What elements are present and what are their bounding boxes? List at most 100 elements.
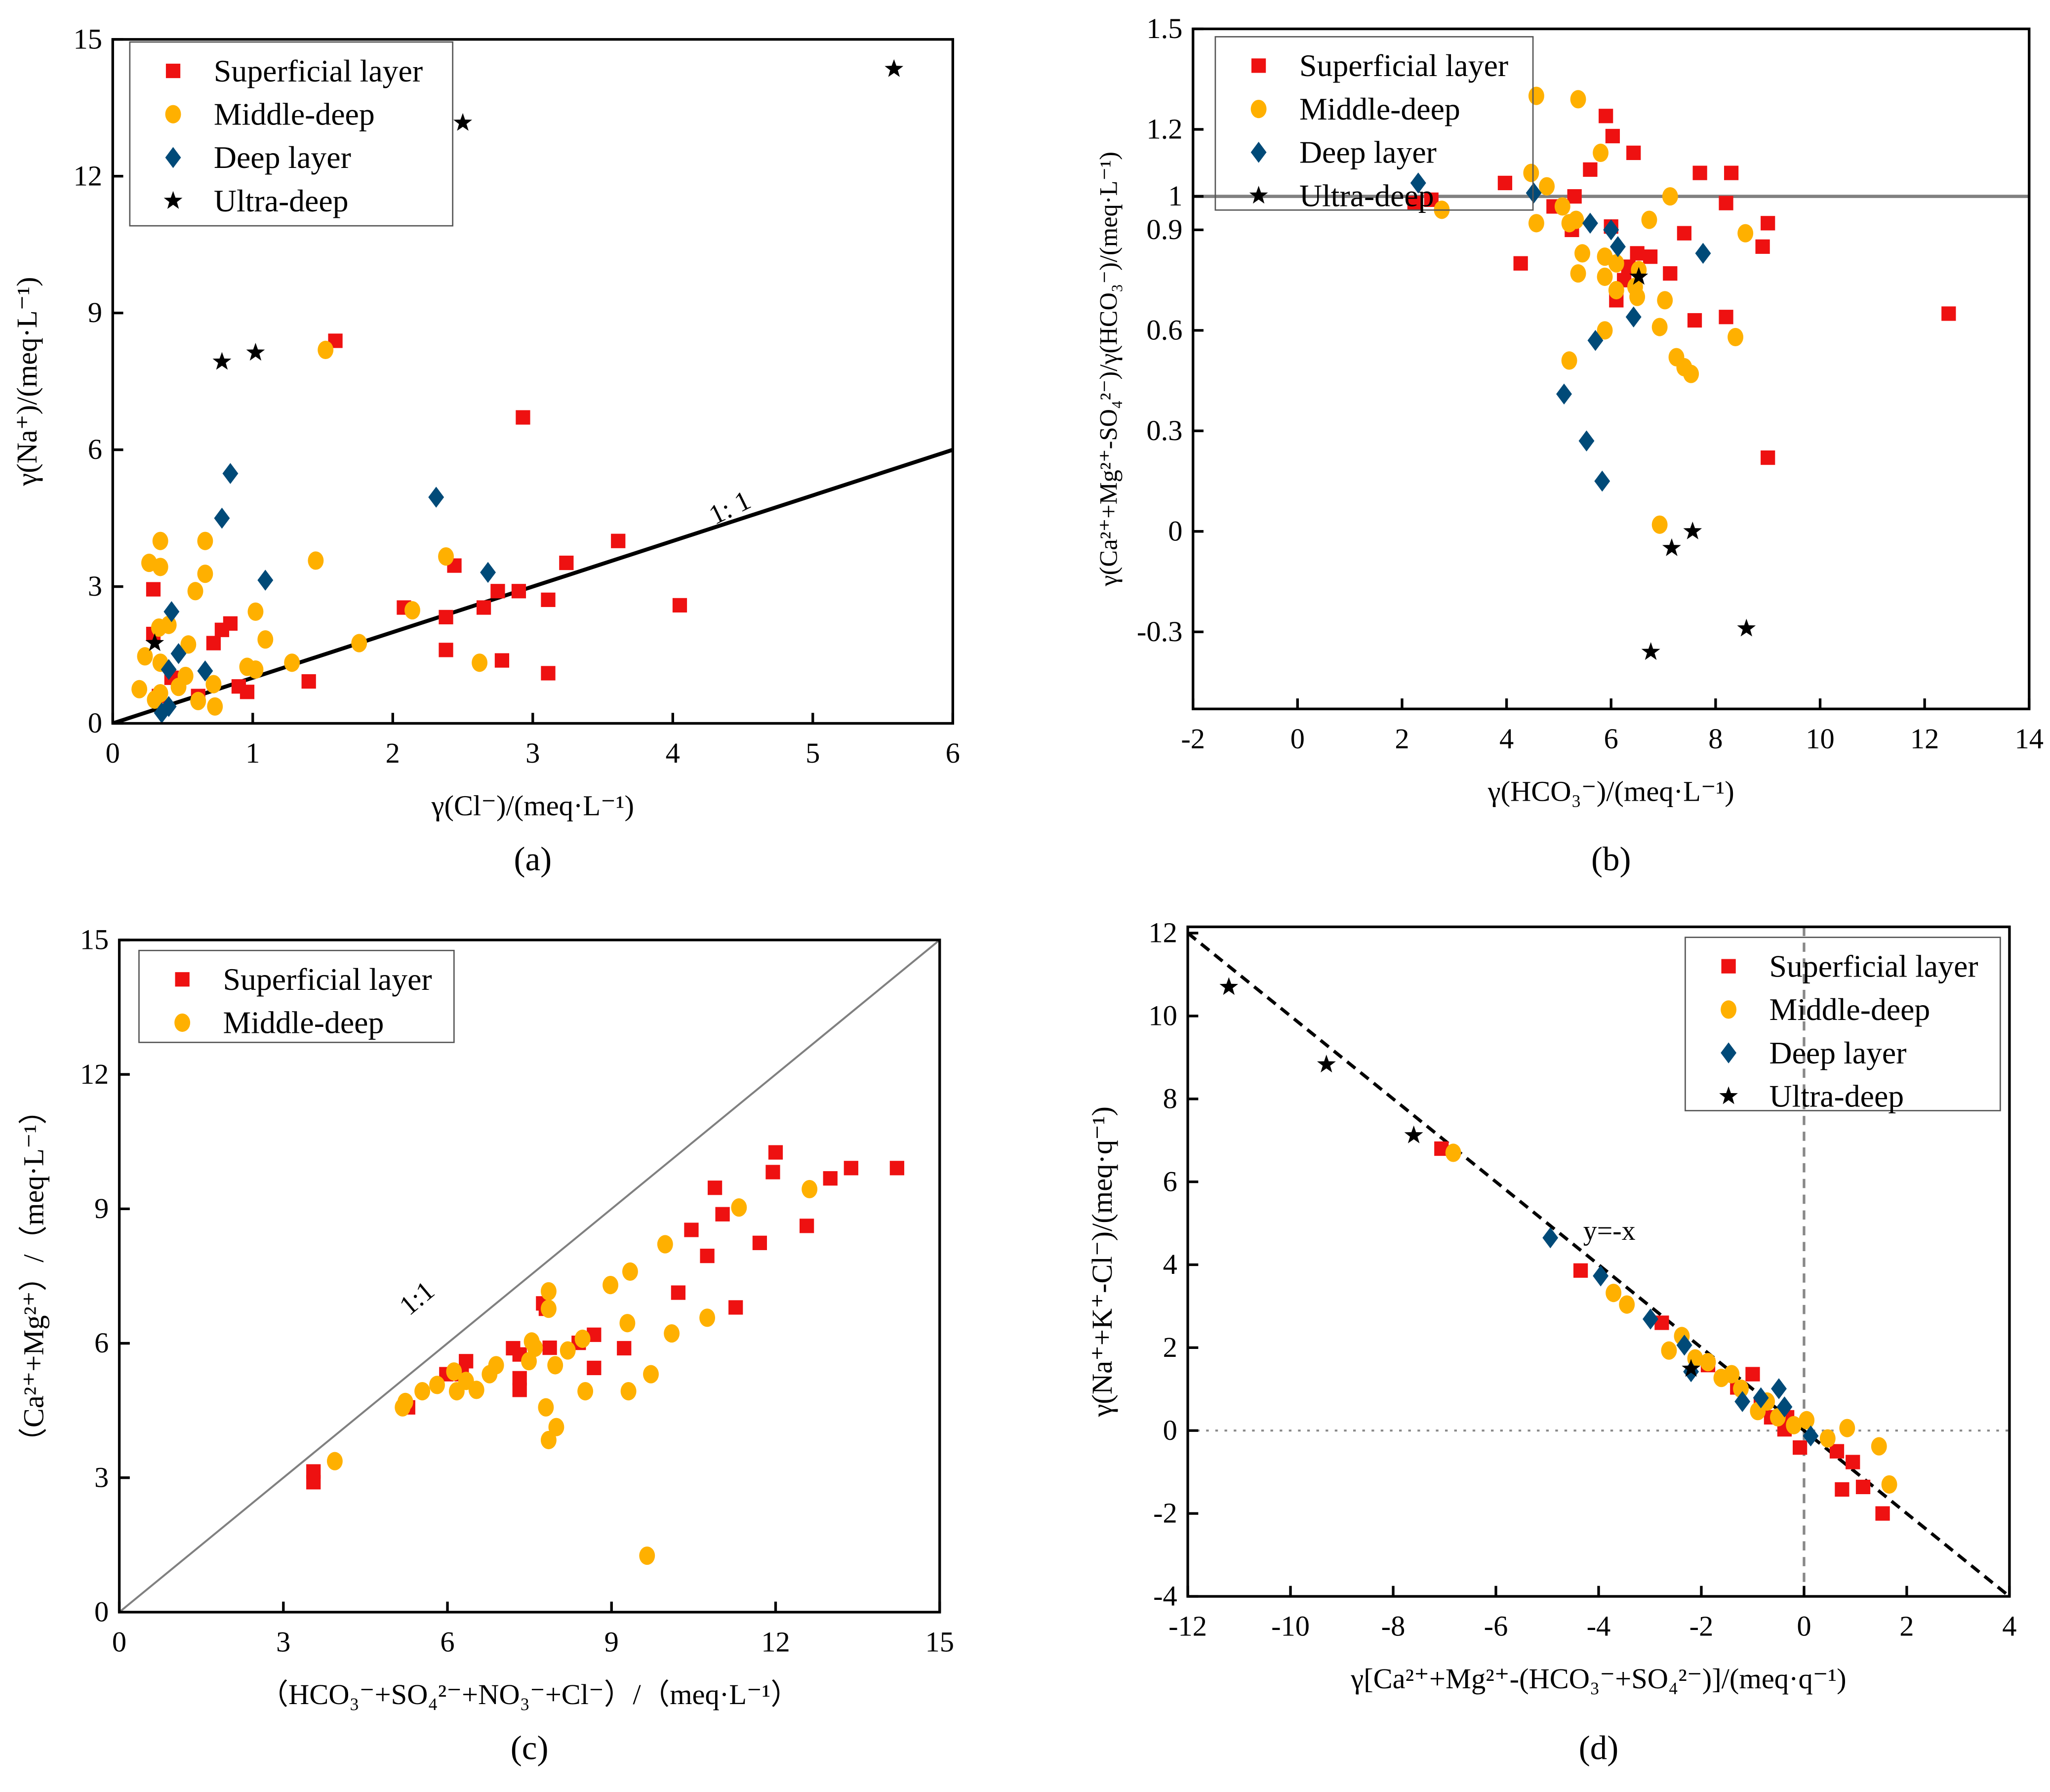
data-point-circle bbox=[1819, 1429, 1836, 1448]
x-tick-label: 15 bbox=[925, 1626, 954, 1658]
legend-label: Superficial layer bbox=[1769, 948, 1978, 983]
data-point-circle bbox=[540, 1430, 557, 1450]
data-point-diamond bbox=[197, 660, 213, 682]
data-point-square bbox=[1605, 128, 1620, 144]
y-tick-label: 3 bbox=[94, 1461, 109, 1493]
data-point-diamond bbox=[1676, 1335, 1692, 1356]
data-point-square bbox=[231, 679, 246, 694]
series-star bbox=[1219, 977, 1701, 1377]
data-point-circle bbox=[205, 675, 222, 693]
legend-label: Superficial layer bbox=[1299, 48, 1508, 83]
x-tick-label: -6 bbox=[1484, 1610, 1508, 1642]
data-point-square bbox=[306, 1475, 321, 1490]
data-point-diamond bbox=[1695, 243, 1711, 264]
y-tick-label: -4 bbox=[1153, 1580, 1177, 1612]
data-point-star bbox=[1737, 618, 1756, 637]
x-tick-label: 8 bbox=[1708, 723, 1723, 755]
data-point-circle bbox=[137, 647, 153, 666]
data-point-circle bbox=[547, 1356, 563, 1375]
data-point-square bbox=[1829, 1444, 1845, 1459]
legend-marker-star bbox=[1249, 186, 1268, 204]
data-point-diamond bbox=[1578, 430, 1595, 451]
data-point-circle bbox=[187, 582, 203, 601]
data-point-square bbox=[214, 622, 230, 637]
data-point-square bbox=[1643, 249, 1658, 264]
y-tick-label: 0.6 bbox=[1146, 314, 1182, 346]
data-point-square bbox=[1687, 313, 1702, 328]
data-point-circle bbox=[622, 1262, 638, 1281]
data-point-circle bbox=[1539, 177, 1555, 196]
x-tick-label: 12 bbox=[761, 1626, 790, 1658]
x-tick-label: 5 bbox=[805, 737, 820, 769]
x-axis-label: γ(HCO₃⁻)/(meq·L⁻¹) bbox=[1487, 775, 1734, 807]
legend-label: Deep layer bbox=[214, 140, 351, 175]
legend-label: Middle-deep bbox=[223, 1005, 384, 1040]
y-tick-label: 1 bbox=[1168, 180, 1182, 212]
data-point-circle bbox=[351, 634, 367, 652]
y-tick-label: 1.2 bbox=[1146, 113, 1182, 145]
legend-label: Ultra-deep bbox=[214, 183, 349, 218]
legend-marker-circle bbox=[165, 105, 181, 123]
data-point-circle bbox=[1657, 291, 1673, 310]
legend-label: Superficial layer bbox=[214, 53, 423, 88]
data-point-circle bbox=[657, 1235, 673, 1254]
legend: Superficial layer Middle-deep Deep layer Ul… bbox=[1685, 937, 2001, 1114]
data-point-square bbox=[684, 1222, 699, 1237]
y-tick-label: 0 bbox=[94, 1595, 109, 1628]
data-point-circle bbox=[1570, 90, 1586, 109]
legend-box bbox=[138, 949, 455, 1043]
y-tick-label: -2 bbox=[1153, 1497, 1177, 1529]
series-diamond bbox=[1542, 1227, 1819, 1447]
data-point-square bbox=[559, 555, 574, 570]
y-tick-label: 0.9 bbox=[1146, 213, 1182, 245]
data-point-square bbox=[611, 533, 626, 548]
data-point-square bbox=[1692, 165, 1707, 180]
data-point-circle bbox=[429, 1376, 445, 1394]
data-point-circle bbox=[308, 551, 324, 570]
data-point-square bbox=[146, 582, 161, 597]
data-point-circle bbox=[1881, 1475, 1897, 1494]
data-point-square bbox=[1719, 310, 1733, 325]
series-square bbox=[1407, 109, 1956, 465]
data-point-circle bbox=[247, 602, 264, 621]
data-point-circle bbox=[1574, 244, 1590, 263]
x-tick-label: 6 bbox=[946, 737, 960, 769]
series-circle bbox=[326, 1180, 818, 1565]
data-point-square bbox=[206, 636, 221, 651]
data-point-square bbox=[494, 653, 510, 668]
data-point-diamond bbox=[1776, 1396, 1793, 1418]
data-point-circle bbox=[574, 1329, 591, 1348]
panel-c: 1:1 0 3 6 9 12 15 0 3 6 9 12 15 （HCO₃⁻+SO₄²⁻+NO₃⁻+Cl⁻… bbox=[17, 924, 954, 1767]
y-tick-label: 6 bbox=[1163, 1165, 1177, 1197]
y-tick-label: 8 bbox=[1163, 1082, 1177, 1114]
series-square bbox=[306, 1145, 904, 1490]
data-point-circle bbox=[1528, 86, 1544, 105]
legend-marker-circle bbox=[1250, 99, 1267, 119]
data-point-circle bbox=[548, 1418, 564, 1436]
x-tick-label: 9 bbox=[604, 1626, 619, 1658]
data-point-circle bbox=[180, 635, 197, 654]
data-point-diamond bbox=[1594, 470, 1610, 492]
data-point-star bbox=[145, 633, 164, 652]
data-point-square bbox=[1846, 1455, 1860, 1469]
data-point-square bbox=[1626, 145, 1641, 161]
y-tick-label: 12 bbox=[1148, 917, 1177, 949]
data-point-diamond bbox=[222, 463, 239, 484]
data-point-circle bbox=[1839, 1419, 1855, 1437]
data-point-circle bbox=[1561, 351, 1577, 370]
data-point-square bbox=[541, 666, 556, 681]
data-point-circle bbox=[1724, 1365, 1740, 1384]
data-point-circle bbox=[1606, 1283, 1622, 1303]
data-point-circle bbox=[1608, 254, 1624, 273]
x-tick-label: 6 bbox=[1604, 723, 1618, 755]
y-tick-label: 2 bbox=[1163, 1331, 1177, 1363]
series-star bbox=[145, 59, 904, 652]
legend-box bbox=[1685, 937, 2001, 1111]
data-point-circle bbox=[257, 630, 274, 649]
data-point-square bbox=[672, 598, 687, 613]
data-point-circle bbox=[1593, 143, 1609, 163]
data-point-circle bbox=[639, 1546, 655, 1565]
y-tick-label: 10 bbox=[1148, 1000, 1177, 1032]
data-point-circle bbox=[540, 1300, 557, 1318]
